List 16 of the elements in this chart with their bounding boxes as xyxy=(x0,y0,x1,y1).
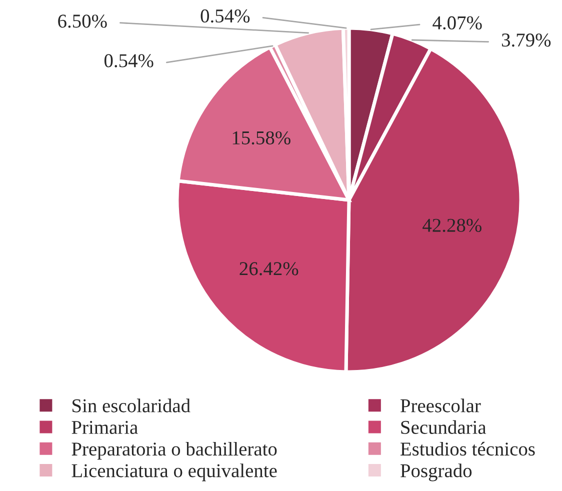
legend-label: Preparatoria o bachillerato xyxy=(72,442,277,460)
data-label: 3.79% xyxy=(502,34,551,47)
legend-label: Sin escolaridad xyxy=(72,398,190,412)
data-label: 26.42% xyxy=(240,262,298,276)
legend-label: Secundaria xyxy=(401,420,486,434)
data-label: 42.28% xyxy=(422,218,482,232)
legend-label: Estudios técnicos xyxy=(400,442,535,456)
legend-label: Preescolar xyxy=(400,398,481,412)
data-label: 4.07% xyxy=(432,16,482,30)
legend-label: Posgrado xyxy=(400,464,472,482)
legend-label: Primaria xyxy=(72,420,138,434)
data-label: 15.58% xyxy=(232,131,290,145)
legend-label: Licenciatura o equivalente xyxy=(72,464,277,482)
data-label: 6.50% xyxy=(58,14,107,28)
data-label: 0.54% xyxy=(200,9,250,23)
data-label: 0.54% xyxy=(104,54,154,68)
